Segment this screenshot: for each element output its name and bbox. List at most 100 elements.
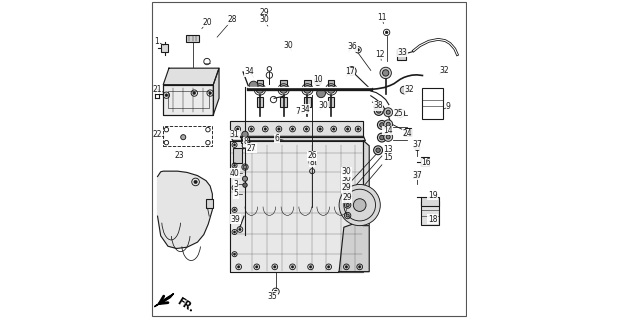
Polygon shape [339,224,369,272]
Text: 10: 10 [313,76,323,84]
Polygon shape [163,68,219,85]
Polygon shape [154,293,174,307]
Bar [256,80,263,86]
Polygon shape [231,136,365,141]
Text: 17: 17 [345,68,355,76]
Text: 1: 1 [154,37,159,46]
Circle shape [346,128,349,130]
Text: 6: 6 [275,134,280,143]
Circle shape [242,131,248,138]
Circle shape [237,266,240,268]
Polygon shape [158,171,213,248]
Circle shape [239,228,241,231]
Circle shape [396,109,405,118]
Text: 29: 29 [342,183,351,192]
Circle shape [346,183,349,187]
Bar [304,80,311,86]
Circle shape [386,135,390,139]
Circle shape [385,31,388,34]
Circle shape [358,266,361,268]
Text: 36: 36 [348,42,358,51]
Text: 23: 23 [175,151,185,160]
Circle shape [353,199,366,212]
Circle shape [250,128,253,130]
Circle shape [400,86,408,94]
Circle shape [345,266,348,268]
Circle shape [234,144,235,146]
Bar [163,85,213,115]
Circle shape [314,78,322,85]
Circle shape [357,48,360,51]
Text: 21: 21 [152,85,162,94]
Text: 31: 31 [230,130,239,139]
Circle shape [379,123,384,127]
Bar [420,196,439,206]
Circle shape [234,209,235,211]
Circle shape [375,107,383,116]
Text: 8: 8 [310,158,315,167]
Circle shape [165,94,168,97]
Circle shape [328,86,335,93]
Circle shape [180,135,186,140]
Circle shape [274,290,277,293]
Circle shape [234,253,235,255]
Bar [281,80,287,86]
Text: 8: 8 [243,137,248,146]
Text: 34: 34 [300,105,310,114]
Circle shape [291,128,294,130]
Text: 3: 3 [234,180,239,189]
Circle shape [384,120,392,129]
Circle shape [291,266,294,268]
Circle shape [415,173,420,178]
Circle shape [383,70,389,76]
Circle shape [319,128,321,130]
Text: 22: 22 [152,130,162,139]
Polygon shape [231,141,363,272]
Text: 20: 20 [202,18,212,27]
Text: 14: 14 [383,126,392,135]
Text: 5: 5 [234,189,239,198]
Bar [328,97,334,107]
Polygon shape [363,141,369,272]
Text: 34: 34 [244,68,253,76]
Circle shape [305,128,308,130]
Text: 4: 4 [234,169,239,178]
Circle shape [277,128,280,130]
Circle shape [280,86,287,93]
Circle shape [309,266,312,268]
Circle shape [249,81,258,90]
Text: 25: 25 [394,109,403,118]
Circle shape [357,128,360,130]
Circle shape [255,266,258,268]
Circle shape [328,266,330,268]
Text: 16: 16 [421,158,431,167]
Circle shape [374,104,379,109]
Circle shape [378,120,386,129]
Bar [420,157,430,166]
Circle shape [243,165,247,169]
Circle shape [376,109,381,113]
Circle shape [386,110,390,114]
Circle shape [193,92,196,94]
Circle shape [384,108,392,117]
Circle shape [234,164,235,167]
Text: 32: 32 [439,66,449,75]
Bar [328,80,334,86]
Polygon shape [213,68,219,115]
Text: 37: 37 [412,171,422,180]
Circle shape [242,143,248,149]
Bar [163,85,213,115]
Circle shape [346,214,349,217]
Bar [281,97,287,107]
Circle shape [309,159,315,165]
Text: 19: 19 [428,191,438,200]
Text: 35: 35 [268,292,277,300]
Text: 40: 40 [230,169,239,178]
Text: 37: 37 [412,140,422,149]
Bar [420,201,439,225]
Bar [397,49,406,60]
Bar [304,97,311,107]
Text: 12: 12 [376,50,385,59]
Text: 28: 28 [227,15,237,24]
Bar [161,44,168,52]
